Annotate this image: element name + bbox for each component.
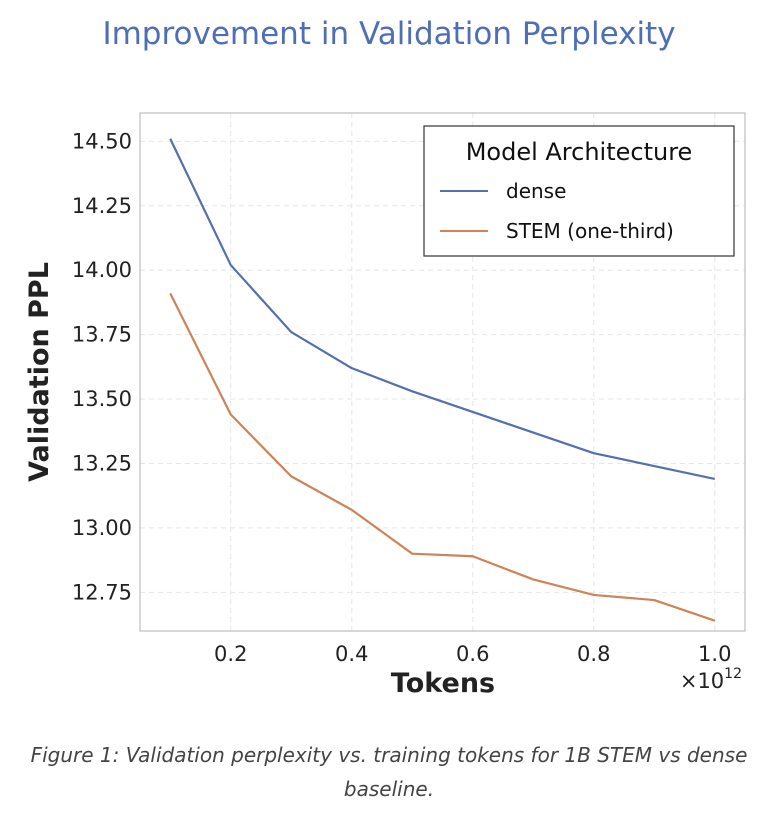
plot-area [139,112,746,632]
series-line-dense [169,138,715,481]
y-tick-label: 13.75 [72,323,132,347]
legend-title: Model Architecture [466,138,693,166]
y-tick-label: 14.00 [72,258,132,282]
x-tick-label: 0.4 [335,642,368,666]
series-layer [169,138,716,622]
figure-caption: Figure 1: Validation perplexity vs. trai… [30,743,748,801]
y-tick-label: 14.25 [72,194,132,218]
x-axis-label: Tokens [391,668,495,699]
legend-label-stem: STEM (one-third) [506,219,674,243]
legend: Model Architecture dense STEM (one-third… [423,125,735,257]
y-tick-label: 13.25 [72,451,132,475]
page-title: Improvement in Validation Perplexity [102,16,676,52]
y-tick-label: 14.50 [72,129,132,153]
x-tick-label: 0.8 [577,642,610,666]
series-line-stem [169,292,716,622]
grid-layer [140,113,745,631]
x-axis-scale-factor: ×1012 [680,666,742,693]
y-tick-label: 13.50 [72,387,132,411]
y-tick-label: 12.75 [72,580,132,604]
x-scale-prefix: ×10 [680,669,724,693]
y-axis-label: Validation PPL [24,262,55,482]
x-tick-label: 0.6 [456,642,489,666]
x-tick-label: 1.0 [698,642,731,666]
line-chart: 0.2 0.4 0.6 0.8 1.0 12.75 13.00 13.25 13.50 13.75… [24,112,746,699]
x-tick-label: 0.2 [214,642,247,666]
y-tick-label: 13.00 [72,516,132,540]
tick-labels: 0.2 0.4 0.6 0.8 1.0 12.75 13.00 13.25 13.50 13.75… [72,129,732,666]
legend-label-dense: dense [506,179,566,203]
x-scale-exponent: 12 [724,666,742,682]
